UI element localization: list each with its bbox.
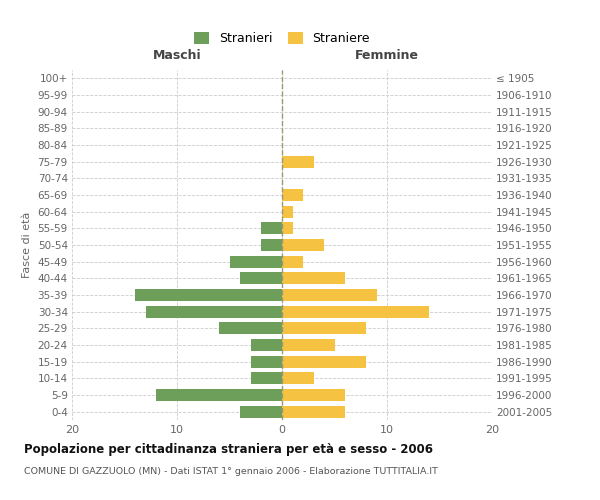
Text: Femmine: Femmine [355,48,419,62]
Bar [282,272,345,284]
Bar [251,339,282,351]
Bar [282,339,335,351]
Text: COMUNE DI GAZZUOLO (MN) - Dati ISTAT 1° gennaio 2006 - Elaborazione TUTTITALIA.I: COMUNE DI GAZZUOLO (MN) - Dati ISTAT 1° … [24,468,438,476]
Bar [282,289,377,301]
Bar [282,222,293,234]
Bar [146,306,282,318]
Bar [282,372,314,384]
Bar [282,389,345,401]
Bar [282,406,345,417]
Bar [156,389,282,401]
Bar [251,372,282,384]
Bar [282,322,366,334]
Bar [261,239,282,251]
Bar [282,256,303,268]
Bar [261,222,282,234]
Bar [135,289,282,301]
Bar [282,306,429,318]
Bar [251,356,282,368]
Text: Maschi: Maschi [152,48,202,62]
Y-axis label: Fasce di età: Fasce di età [22,212,32,278]
Bar [282,156,314,168]
Text: Popolazione per cittadinanza straniera per età e sesso - 2006: Popolazione per cittadinanza straniera p… [24,442,433,456]
Bar [229,256,282,268]
Legend: Stranieri, Straniere: Stranieri, Straniere [189,27,375,50]
Bar [240,272,282,284]
Bar [282,206,293,218]
Bar [282,356,366,368]
Bar [219,322,282,334]
Bar [282,189,303,201]
Bar [282,239,324,251]
Bar [240,406,282,417]
